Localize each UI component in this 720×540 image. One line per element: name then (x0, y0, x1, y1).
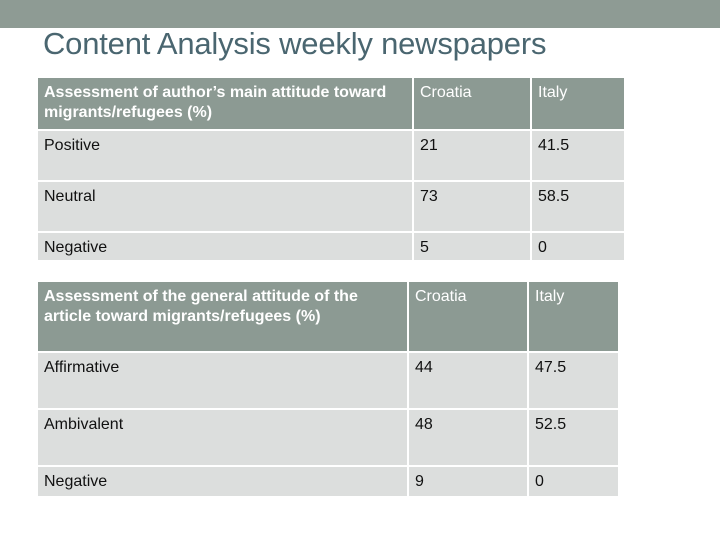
row-label: Affirmative (38, 352, 409, 410)
italy-value: 52.5 (528, 409, 620, 467)
article-attitude-table: Assessment of the general attitude of th… (38, 282, 620, 498)
table-row: Positive 21 41.5 (38, 130, 626, 182)
header-assessment: Assessment of the general attitude of th… (38, 282, 409, 353)
table-header-row: Assessment of the general attitude of th… (38, 282, 620, 353)
table-row: Affirmative 44 47.5 (38, 352, 620, 410)
croatia-value: 5 (413, 232, 532, 262)
italy-value: 0 (528, 466, 620, 498)
table-row: Negative 9 0 (38, 466, 620, 498)
header-croatia: Croatia (408, 282, 529, 353)
croatia-value: 44 (408, 352, 529, 410)
row-label: Neutral (38, 181, 414, 233)
croatia-value: 21 (413, 130, 532, 182)
croatia-value: 73 (413, 181, 532, 233)
croatia-value: 48 (408, 409, 529, 467)
header-assessment: Assessment of author’s main attitude tow… (38, 78, 414, 131)
italy-value: 47.5 (528, 352, 620, 410)
header-italy: Italy (531, 78, 626, 131)
italy-value: 58.5 (531, 181, 626, 233)
header-croatia: Croatia (413, 78, 532, 131)
top-accent-band (0, 0, 720, 28)
table-row: Ambivalent 48 52.5 (38, 409, 620, 467)
italy-value: 41.5 (531, 130, 626, 182)
row-label: Ambivalent (38, 409, 409, 467)
author-attitude-table: Assessment of author’s main attitude tow… (38, 78, 626, 262)
table-row: Negative 5 0 (38, 232, 626, 262)
table-header-row: Assessment of author’s main attitude tow… (38, 78, 626, 131)
row-label: Negative (38, 466, 409, 498)
croatia-value: 9 (408, 466, 529, 498)
row-label: Positive (38, 130, 414, 182)
slide-title: Content Analysis weekly newspapers (43, 26, 547, 61)
header-italy: Italy (528, 282, 620, 353)
italy-value: 0 (531, 232, 626, 262)
table-row: Neutral 73 58.5 (38, 181, 626, 233)
row-label: Negative (38, 232, 414, 262)
